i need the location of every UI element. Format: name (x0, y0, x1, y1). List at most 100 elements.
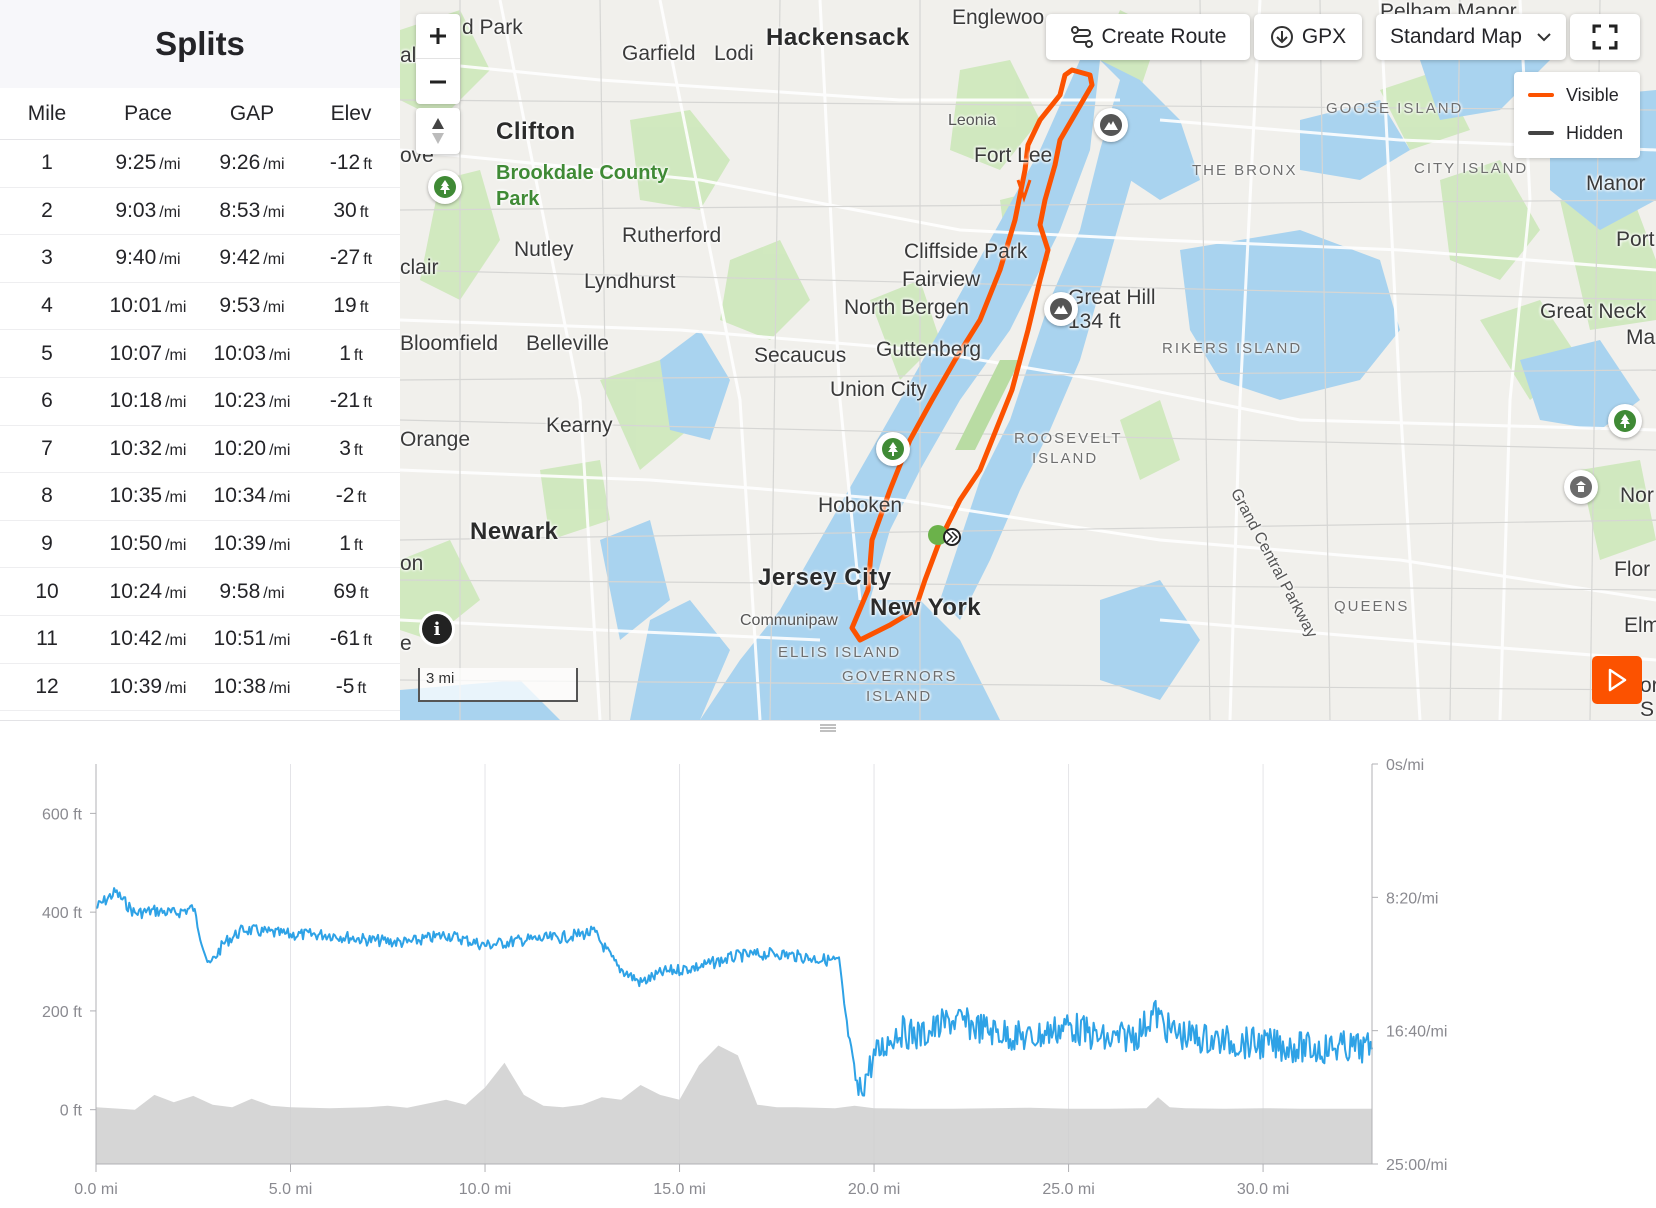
split-pace-value: 10:35 (109, 484, 163, 508)
elev-unit: ft (359, 299, 369, 317)
map-label-ma: Ma (1626, 326, 1656, 349)
split-gap-value: 9:58 (219, 579, 261, 603)
pace-unit: /mi (165, 632, 187, 650)
map-label-ellis: ELLIS ISLAND (778, 644, 902, 661)
split-gap: 10:39/mi (202, 532, 302, 556)
split-row[interactable]: 6 10:18/mi 10:23/mi -21 ft (0, 378, 400, 426)
gap-unit: /mi (263, 299, 285, 317)
header-mile: Mile (27, 101, 67, 125)
gpx-label: GPX (1301, 25, 1347, 48)
compass-button[interactable] (416, 108, 460, 154)
split-row[interactable]: 3 9:40/mi 9:42/mi -27 ft (0, 235, 400, 283)
split-elev-value: 69 (333, 579, 357, 603)
split-elev: -21 ft (302, 389, 400, 413)
split-row[interactable]: 8 10:35/mi 10:34/mi -2 ft (0, 473, 400, 521)
park-pin-icon[interactable] (428, 170, 462, 204)
y-right-tick-label: 8:20/mi (1386, 890, 1438, 907)
map-label-lyndhurst: Lyndhurst (584, 270, 676, 293)
legend-visible[interactable]: Visible (1514, 76, 1640, 114)
split-row[interactable]: 4 10:01/mi 9:53/mi 19 ft (0, 283, 400, 331)
gpx-button[interactable]: GPX (1254, 14, 1362, 60)
pace-unit: /mi (165, 489, 187, 507)
pace-unit: /mi (159, 251, 181, 269)
x-tick-label: 15.0 mi (653, 1181, 705, 1198)
gap-unit: /mi (263, 584, 285, 602)
park-pin-icon[interactable] (1608, 404, 1642, 438)
split-pace: 10:35/mi (94, 484, 202, 508)
map-label-roosevelt: ROOSEVELT (1014, 430, 1123, 447)
split-gap-value: 10:23 (213, 389, 267, 413)
pace-unit: /mi (165, 346, 187, 364)
split-row[interactable]: 12 10:39/mi 10:38/mi -5 ft (0, 664, 400, 712)
split-row[interactable]: 11 10:42/mi 10:51/mi -61 ft (0, 616, 400, 664)
map-style-select[interactable]: Standard Map (1376, 14, 1566, 60)
split-row[interactable]: 10 10:24/mi 9:58/mi 69 ft (0, 568, 400, 616)
elev-unit: ft (359, 203, 369, 221)
map-label-great-hill-elev: 134 ft (1068, 310, 1121, 333)
summit-pin-icon[interactable] (1094, 108, 1128, 142)
map-label-elm: Elm (1624, 614, 1656, 637)
split-pace-value: 10:07 (109, 341, 163, 365)
split-pace-value: 10:24 (109, 579, 163, 603)
split-pace-value: 10:32 (109, 436, 163, 460)
scale-bar: 3 mi (418, 668, 578, 702)
y-left-tick-label: 600 ft (42, 806, 83, 823)
split-elev-value: 1 (339, 341, 351, 365)
split-pace: 10:39/mi (94, 675, 202, 699)
header-pace: Pace (124, 101, 172, 125)
split-row[interactable]: 2 9:03/mi 8:53/mi 30 ft (0, 188, 400, 236)
elev-unit: ft (357, 489, 367, 507)
split-gap: 9:42/mi (202, 246, 302, 270)
split-gap-value: 10:39 (213, 532, 267, 556)
split-row[interactable]: 7 10:32/mi 10:20/mi 3 ft (0, 426, 400, 474)
split-pace: 10:18/mi (94, 389, 202, 413)
elev-unit: ft (353, 346, 363, 364)
map-label-great-neck: Great Neck (1540, 300, 1647, 323)
split-elev: -2 ft (302, 484, 400, 508)
elevation-area (96, 1045, 1372, 1164)
x-tick-label: 20.0 mi (848, 1181, 900, 1198)
split-pace: 9:03/mi (94, 199, 202, 223)
zoom-out-button[interactable] (416, 59, 460, 104)
split-pace: 10:42/mi (94, 627, 202, 651)
route-map[interactable]: d Park Garfield Lodi Hackensack Englewoo… (400, 0, 1656, 720)
map-label-englewood: Englewoo (952, 6, 1045, 29)
split-pace-value: 10:50 (109, 532, 163, 556)
split-pace-value: 10:39 (109, 674, 163, 698)
info-button[interactable]: i (422, 614, 452, 644)
pace-unit: /mi (159, 203, 181, 221)
legend-hidden[interactable]: Hidden (1514, 114, 1640, 152)
map-label-belleville: Belleville (526, 332, 609, 355)
fullscreen-button[interactable] (1570, 14, 1640, 60)
split-mile: 8 (41, 484, 53, 508)
map-label-jersey-city: Jersey City (758, 564, 892, 591)
split-row[interactable]: 5 10:07/mi 10:03/mi 1 ft (0, 330, 400, 378)
split-gap-value: 10:03 (213, 341, 267, 365)
split-pace: 10:24/mi (94, 580, 202, 604)
map-label-on: on (400, 552, 424, 575)
summit-pin-icon[interactable] (1044, 292, 1078, 326)
y-left-tick-label: 400 ft (42, 905, 83, 922)
elev-unit: ft (357, 679, 367, 697)
panel-resize-handle[interactable] (0, 720, 1656, 734)
split-row[interactable]: 9 10:50/mi 10:39/mi 1 ft (0, 521, 400, 569)
split-elev-value: -21 (329, 389, 361, 413)
create-route-button[interactable]: Create Route (1046, 14, 1250, 60)
play-flyover-button[interactable] (1592, 656, 1642, 704)
map-label-park: d Park (462, 16, 523, 39)
zoom-in-button[interactable] (416, 14, 460, 59)
split-elev: -61 ft (302, 627, 400, 651)
split-mile: 9 (41, 532, 53, 556)
split-pace-value: 9:03 (115, 198, 157, 222)
map-label-flo: Flor (1614, 558, 1651, 581)
elevation-pace-chart[interactable]: 0.0 mi 5.0 mi 10.0 mi 15.0 mi 20.0 mi 25.0 mi… (0, 734, 1656, 1208)
split-pace-value: 9:25 (115, 151, 157, 175)
park-pin-icon[interactable] (876, 432, 910, 466)
split-elev: 3 ft (302, 437, 400, 461)
gap-unit: /mi (269, 489, 291, 507)
map-style-label: Standard Map (1390, 25, 1522, 48)
map-label-leonia: Leonia (948, 112, 997, 129)
splits-table-body: 1 9:25/mi 9:26/mi -12 ft 2 9:03/mi 8:53/mi… (0, 140, 400, 712)
landmark-pin-icon[interactable] (1564, 470, 1598, 504)
split-row[interactable]: 1 9:25/mi 9:26/mi -12 ft (0, 140, 400, 188)
